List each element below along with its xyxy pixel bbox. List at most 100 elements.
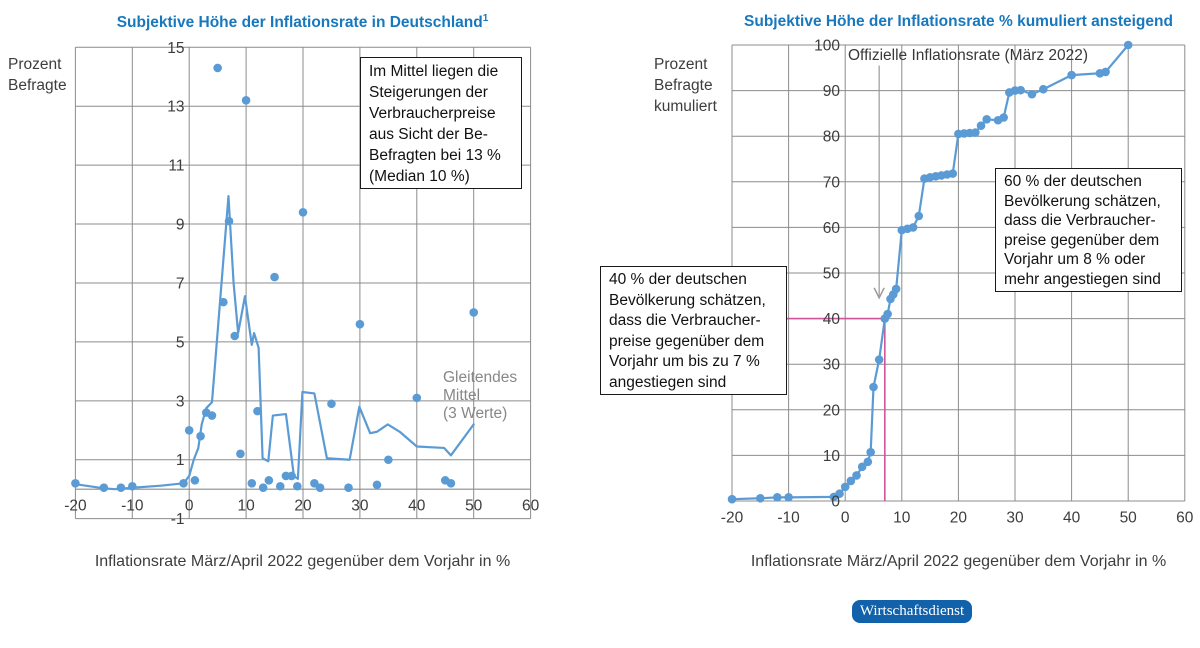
data-point [999,113,1008,122]
data-point [1101,67,1110,77]
right-y-axis-label: Prozent Befragte kumuliert [654,56,717,115]
data-point [207,411,217,420]
data-point [270,272,279,282]
data-point [128,481,137,491]
data-point [298,207,308,217]
data-point [264,476,274,485]
data-point [883,309,892,319]
data-point [412,393,422,403]
data-point [1039,84,1048,94]
x-tick-label: -10 [777,510,800,527]
data-point [835,489,844,499]
y-tick-label: 0 [831,494,840,511]
y-tick-label: 10 [823,448,841,465]
data-point [184,425,194,435]
x-tick-label: 60 [1176,510,1194,527]
data-point [891,284,901,294]
data-point [253,406,262,416]
chart-left: -20 -10 0 10 20 30 40 50 60 15 13 11 9 7 5 3 1 -1 [64,40,539,528]
y-tick-label: 3 [176,393,185,410]
moving-average-line [74,194,475,491]
data-point [446,479,456,488]
y-tick-label: 13 [167,99,184,116]
y-tick-label: 5 [176,334,185,351]
data-point [976,121,986,131]
data-point [727,494,737,504]
x-tick-label: -20 [64,498,87,515]
y-tick-label: 7 [176,275,185,292]
data-point [344,483,353,493]
x-tick-label: 10 [237,498,255,515]
data-point [258,483,268,493]
y-tick-label: 15 [167,40,184,57]
left-chart-title-text: Subjektive Höhe der Inflationsrate in De… [116,14,483,32]
data-point [948,169,958,178]
data-point [293,481,302,491]
y-tick-label: 80 [823,129,841,146]
data-point [857,462,867,472]
data-point [236,449,245,459]
x-tick-label: 40 [408,498,426,515]
left-x-axis-label: Inflationsrate März/April 2022 gegenüber… [94,553,511,570]
y-tick-label: 50 [823,266,841,283]
data-point [908,223,918,232]
data-point [469,308,479,317]
data-point [874,355,884,364]
data-point [384,455,393,465]
right-chart-title: Subjektive Höhe der Inflationsrate % kum… [744,13,1173,30]
y-tick-label: 90 [823,83,841,100]
x-tick-label: 60 [522,498,540,515]
y-tick-label: 1 [176,452,185,469]
data-point [866,447,875,457]
annotation-40-box: 40 % der deutschen Bevölkerung schätzen,… [600,266,787,395]
data-point [315,483,325,493]
data-point [1027,89,1037,99]
y-tick-label: 100 [814,38,840,55]
left-y-axis-label: Prozent Befragte [8,56,67,94]
data-point [1067,70,1076,80]
moving-average-label: Gleitendes Mittel (3 Werte) [443,369,518,422]
data-point [863,457,873,467]
mean-annotation-box: Im Mittel liegen die Steigerungen der Ve… [360,57,522,189]
x-tick-label: 50 [465,498,483,515]
y-tick-label: 40 [823,311,841,328]
pointer-arrowhead [873,287,885,300]
data-point [840,482,850,492]
x-tick-label: 50 [1120,510,1138,527]
data-point [784,493,793,502]
x-tick-label: -10 [121,498,144,515]
y-tick-label: 9 [176,217,185,234]
x-tick-label: 0 [841,510,850,527]
x-tick-label: 20 [950,510,968,527]
chart-right: -20 -10 0 10 20 30 40 50 60100908070605040302010… [721,38,1194,527]
data-point [1016,85,1025,95]
data-point [190,476,200,485]
data-point [247,479,257,488]
data-point [213,63,222,73]
data-point [914,211,924,221]
data-point [852,471,861,480]
x-tick-label: 30 [351,498,369,515]
title-footnote-marker: 1 [482,13,489,24]
y-tick-label: 11 [168,158,184,175]
left-chart-title: Subjektive Höhe der Inflationsrate in De… [75,13,530,32]
official-rate-label: Offizielle Inflationsrate (März 2022) [848,47,1089,64]
x-tick-label: 0 [185,498,194,515]
data-point [241,96,251,105]
y-tick-label: -1 [171,511,185,528]
x-tick-label: 20 [294,498,312,515]
data-point [230,331,240,341]
right-x-axis-label: Inflationsrate März/April 2022 gegenüber… [750,553,1167,570]
data-point [869,382,878,392]
data-point [982,115,991,124]
y-tick-label: 60 [823,220,841,237]
y-tick-label: 30 [823,357,841,374]
y-tick-label: 20 [823,402,841,419]
data-point [355,319,365,329]
data-point [327,399,336,409]
data-point [1123,40,1133,50]
x-tick-label: -20 [721,510,744,527]
x-tick-label: 10 [893,510,911,527]
